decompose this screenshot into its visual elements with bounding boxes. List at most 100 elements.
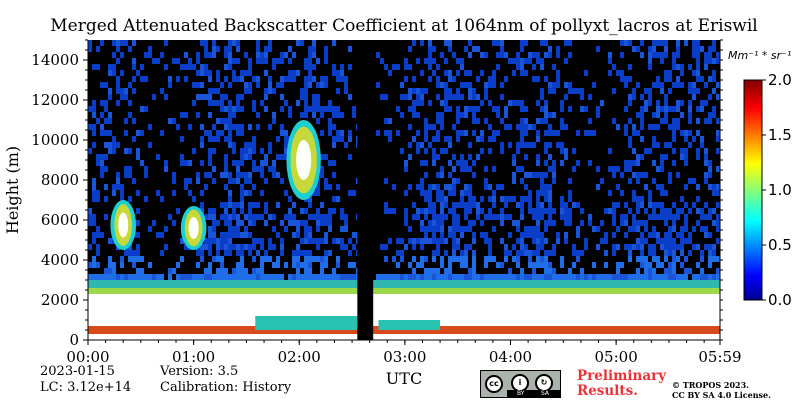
heatmap-cell [252, 220, 256, 226]
heatmap-cell [220, 244, 224, 250]
heatmap-cell [568, 220, 572, 226]
heatmap-cell [108, 142, 112, 148]
heatmap-cell [600, 274, 604, 280]
heatmap-cell [188, 274, 192, 280]
heatmap-cell [124, 40, 128, 46]
heatmap-cell [352, 190, 356, 196]
heatmap-cell [128, 82, 132, 88]
heatmap-cell [716, 274, 720, 280]
heatmap-cell [160, 274, 164, 280]
heatmap-cell [452, 178, 456, 184]
heatmap-cell [308, 226, 312, 232]
heatmap-cell [236, 100, 240, 106]
heatmap-cell [148, 52, 152, 58]
heatmap-cell [628, 226, 632, 232]
heatmap-cell [176, 76, 180, 82]
heatmap-cell [340, 64, 344, 70]
heatmap-cell [640, 262, 644, 268]
heatmap-cell [548, 112, 552, 118]
heatmap-cell [428, 220, 432, 226]
heatmap-cell [528, 58, 532, 64]
heatmap-cell [668, 238, 672, 244]
heatmap-cell [216, 274, 220, 280]
heatmap-cell [240, 202, 244, 208]
heatmap-cell [304, 76, 308, 82]
heatmap-cell [428, 76, 432, 82]
heatmap-cell [516, 52, 520, 58]
heatmap-cell [480, 196, 484, 202]
heatmap-cell [460, 94, 464, 100]
heatmap-cell [660, 208, 664, 214]
heatmap-cell [276, 232, 280, 238]
heatmap-cell [128, 244, 132, 250]
heatmap-cell [492, 214, 496, 220]
heatmap-cell [460, 202, 464, 208]
heatmap-cell [224, 94, 228, 100]
y-tick-label: 14000 [31, 51, 79, 69]
heatmap-cell [168, 274, 172, 280]
heatmap-cell [588, 220, 592, 226]
heatmap-cell [284, 214, 288, 220]
heatmap-cell [424, 256, 428, 262]
heatmap-cell [488, 250, 492, 256]
heatmap-cell [644, 100, 648, 106]
heatmap-cell [432, 250, 436, 256]
heatmap-cell [432, 226, 436, 232]
heatmap-cell [260, 190, 264, 196]
heatmap-cell [416, 88, 420, 94]
heatmap-cell [636, 238, 640, 244]
heatmap-cell [508, 142, 512, 148]
heatmap-cell [220, 274, 224, 280]
heatmap-cell [332, 160, 336, 166]
heatmap-cell [196, 70, 200, 76]
heatmap-cell [704, 64, 708, 70]
heatmap-cell [388, 70, 392, 76]
heatmap-cell [532, 238, 536, 244]
heatmap-cell [508, 124, 512, 130]
heatmap-cell [412, 40, 416, 46]
heatmap-cell [480, 274, 484, 280]
heatmap-cell [648, 262, 652, 268]
heatmap-cell [608, 190, 612, 196]
heatmap-cell [224, 124, 228, 130]
heatmap-cell [328, 118, 332, 124]
heatmap-cell [140, 106, 144, 112]
heatmap-cell [460, 262, 464, 268]
heatmap-cell [404, 208, 408, 214]
heatmap-cell [124, 148, 128, 154]
heatmap-cell [344, 226, 348, 232]
heatmap-cell [328, 184, 332, 190]
heatmap-cell [560, 100, 564, 106]
heatmap-cell [120, 40, 124, 46]
heatmap-cell [124, 130, 128, 136]
heatmap-cell [200, 256, 204, 262]
heatmap-cell [656, 100, 660, 106]
heatmap-cell [248, 142, 252, 148]
heatmap-cell [208, 208, 212, 214]
heatmap-cell [452, 184, 456, 190]
heatmap-cell [460, 226, 464, 232]
heatmap-cell [88, 46, 92, 52]
heatmap-cell [240, 106, 244, 112]
heatmap-cell [120, 94, 124, 100]
heatmap-cell [140, 268, 144, 274]
heatmap-cell [104, 184, 108, 190]
heatmap-cell [304, 64, 308, 70]
heatmap-cell [548, 166, 552, 172]
heatmap-cell [96, 154, 100, 160]
heatmap-cell [716, 256, 720, 262]
heatmap-cell [632, 226, 636, 232]
heatmap-cell [708, 166, 712, 172]
heatmap-cell [464, 256, 468, 262]
heatmap-cell [112, 148, 116, 154]
heatmap-cell [660, 106, 664, 112]
heatmap-cell [472, 268, 476, 274]
heatmap-cell [452, 154, 456, 160]
heatmap-cell [624, 124, 628, 130]
heatmap-cell [616, 166, 620, 172]
heatmap-cell [516, 100, 520, 106]
heatmap-cell [436, 244, 440, 250]
heatmap-cell [636, 172, 640, 178]
heatmap-cell [300, 274, 304, 280]
heatmap-cell [324, 220, 328, 226]
